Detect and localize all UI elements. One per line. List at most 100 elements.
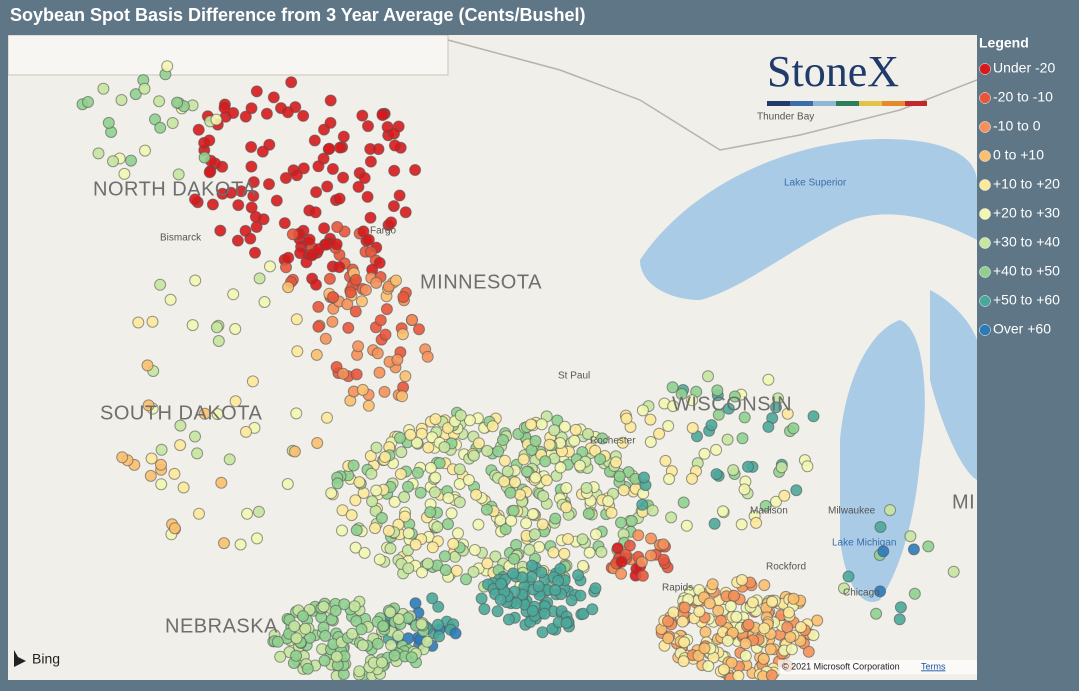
point bbox=[666, 381, 679, 394]
point bbox=[258, 296, 271, 308]
point bbox=[282, 251, 295, 264]
point bbox=[379, 328, 392, 341]
legend-label[interactable]: Over +60 bbox=[993, 321, 1051, 337]
point bbox=[312, 300, 325, 313]
legend-label[interactable]: +20 to +30 bbox=[993, 205, 1060, 221]
point bbox=[595, 546, 608, 558]
point bbox=[385, 639, 398, 652]
point bbox=[264, 260, 276, 273]
legend-label[interactable]: -20 to -10 bbox=[993, 89, 1053, 105]
point bbox=[309, 206, 322, 219]
point bbox=[349, 541, 362, 554]
point bbox=[662, 632, 675, 645]
point bbox=[537, 490, 550, 502]
point bbox=[356, 639, 369, 652]
legend-label[interactable]: +10 to +20 bbox=[993, 176, 1060, 192]
point bbox=[319, 332, 332, 345]
point bbox=[525, 418, 537, 431]
legend-label[interactable]: 0 to +10 bbox=[993, 147, 1044, 163]
point bbox=[378, 385, 391, 398]
point bbox=[762, 373, 775, 386]
point bbox=[470, 488, 483, 501]
point bbox=[610, 456, 622, 469]
point bbox=[724, 600, 737, 613]
point bbox=[582, 507, 595, 520]
point bbox=[445, 507, 458, 520]
point bbox=[402, 562, 415, 575]
point bbox=[602, 495, 615, 508]
point bbox=[97, 82, 110, 95]
point bbox=[245, 141, 258, 153]
point bbox=[294, 247, 307, 260]
point bbox=[785, 643, 798, 656]
point bbox=[382, 524, 395, 537]
legend-swatch bbox=[979, 295, 991, 307]
point bbox=[413, 323, 425, 336]
point bbox=[168, 522, 181, 535]
point bbox=[409, 597, 422, 610]
point bbox=[334, 141, 346, 154]
point bbox=[698, 447, 711, 460]
point bbox=[191, 447, 204, 460]
point bbox=[371, 637, 384, 650]
point bbox=[615, 516, 627, 529]
point bbox=[132, 316, 145, 329]
point bbox=[589, 582, 602, 595]
point bbox=[214, 224, 227, 237]
point bbox=[301, 662, 314, 675]
point bbox=[721, 634, 734, 647]
point bbox=[371, 347, 384, 360]
point bbox=[373, 256, 386, 269]
point bbox=[153, 95, 166, 108]
point bbox=[348, 600, 361, 613]
legend-label[interactable]: -10 to 0 bbox=[993, 118, 1041, 134]
point bbox=[82, 96, 94, 108]
point bbox=[331, 221, 344, 233]
legend-label[interactable]: Under -20 bbox=[993, 60, 1055, 76]
point bbox=[520, 465, 533, 478]
point bbox=[394, 468, 407, 480]
point bbox=[462, 474, 475, 486]
point bbox=[421, 557, 434, 570]
point bbox=[426, 592, 439, 605]
point bbox=[415, 618, 428, 631]
legend-swatch bbox=[979, 92, 991, 104]
point bbox=[279, 172, 292, 184]
point bbox=[290, 632, 303, 645]
legend: Under -20 -20 to -10 -10 to 0 0 to +10 +10 t… bbox=[979, 60, 1060, 337]
point bbox=[620, 412, 633, 425]
place-label: Bismarck bbox=[160, 233, 202, 244]
point bbox=[702, 370, 714, 383]
point bbox=[355, 623, 368, 636]
point bbox=[318, 654, 331, 667]
point bbox=[870, 607, 883, 620]
point bbox=[472, 437, 485, 450]
point bbox=[638, 471, 650, 484]
point bbox=[507, 504, 520, 517]
point bbox=[497, 434, 509, 446]
terms-link[interactable]: Terms bbox=[921, 661, 946, 671]
point bbox=[480, 503, 493, 516]
point bbox=[781, 407, 794, 420]
point bbox=[281, 106, 294, 119]
point bbox=[501, 465, 514, 478]
point bbox=[678, 636, 691, 649]
point bbox=[344, 286, 357, 299]
point bbox=[463, 414, 476, 427]
legend-label[interactable]: +40 to +50 bbox=[993, 263, 1060, 279]
point bbox=[452, 527, 464, 540]
point bbox=[750, 516, 763, 529]
state-label: MI bbox=[952, 491, 975, 513]
point bbox=[539, 455, 552, 468]
point bbox=[529, 471, 542, 484]
point bbox=[735, 518, 748, 531]
point bbox=[517, 453, 530, 466]
point bbox=[168, 467, 181, 480]
point bbox=[347, 459, 360, 472]
point bbox=[894, 601, 907, 614]
legend-label[interactable]: +50 to +60 bbox=[993, 292, 1060, 308]
legend-label[interactable]: +30 to +40 bbox=[993, 234, 1060, 250]
point bbox=[310, 348, 323, 361]
point bbox=[712, 408, 725, 421]
point bbox=[662, 615, 674, 628]
